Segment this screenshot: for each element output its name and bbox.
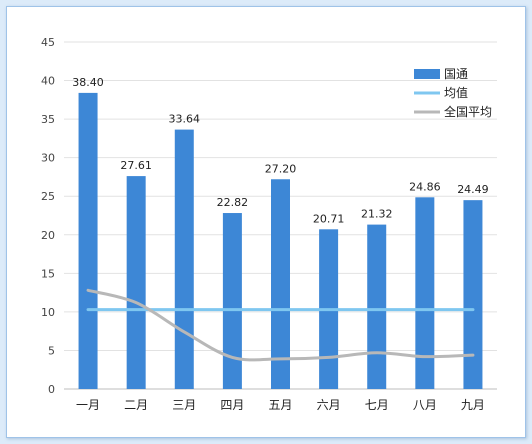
- y-tick-label: 30: [41, 152, 55, 165]
- y-tick-label: 20: [41, 229, 55, 242]
- legend-label: 均值: [444, 85, 468, 100]
- y-tick-label: 15: [41, 267, 55, 280]
- x-axis-ticks: 一月 二月 三月 四月 五月 六月 七月 八月 九月: [76, 398, 485, 412]
- data-label: 20.71: [313, 212, 345, 225]
- bar: [367, 224, 387, 389]
- data-label: 33.64: [169, 113, 201, 126]
- bar: [78, 92, 98, 389]
- x-tick-label: 八月: [413, 398, 437, 412]
- bar: [126, 176, 146, 389]
- x-tick-label: 六月: [317, 398, 341, 412]
- data-label: 21.32: [361, 208, 393, 221]
- data-label: 24.49: [457, 183, 489, 196]
- y-tick-label: 45: [41, 36, 55, 49]
- y-tick-label: 5: [48, 344, 55, 357]
- y-tick-label: 25: [41, 190, 55, 203]
- line-series: [86, 288, 475, 362]
- x-tick-label: 二月: [124, 398, 148, 412]
- legend-label: 国通: [444, 67, 468, 81]
- data-label: 27.20: [265, 162, 297, 175]
- bar: [174, 129, 194, 390]
- x-tick-label: 三月: [172, 398, 196, 412]
- legend-label: 全国平均: [444, 104, 492, 119]
- data-label: 22.82: [217, 196, 249, 209]
- x-tick-label: 七月: [365, 398, 389, 412]
- data-label: 27.61: [120, 159, 152, 172]
- y-tick-label: 40: [41, 75, 55, 88]
- bar: [463, 200, 483, 389]
- x-tick-label: 四月: [220, 398, 244, 412]
- line-series-national-average: [86, 288, 475, 362]
- bar-series: [78, 92, 483, 390]
- x-tick-label: 九月: [461, 398, 485, 412]
- bar: [222, 213, 242, 389]
- y-tick-label: 35: [41, 113, 55, 126]
- data-labels: 38.40 27.61 33.64 22.82 27.20 20.71 21.32 24.86…: [72, 76, 488, 225]
- legend-swatch-bar: [414, 69, 440, 79]
- y-tick-label: 0: [48, 383, 55, 396]
- y-axis-ticks: 0 5 10 15 20 25 30 35 40 45: [41, 36, 55, 396]
- x-tick-label: 一月: [76, 398, 100, 412]
- y-tick-label: 10: [41, 306, 55, 319]
- data-label: 24.86: [409, 180, 441, 193]
- bar: [271, 179, 290, 389]
- bar: [415, 197, 435, 389]
- x-tick-label: 五月: [268, 398, 292, 412]
- data-label: 38.40: [72, 76, 104, 89]
